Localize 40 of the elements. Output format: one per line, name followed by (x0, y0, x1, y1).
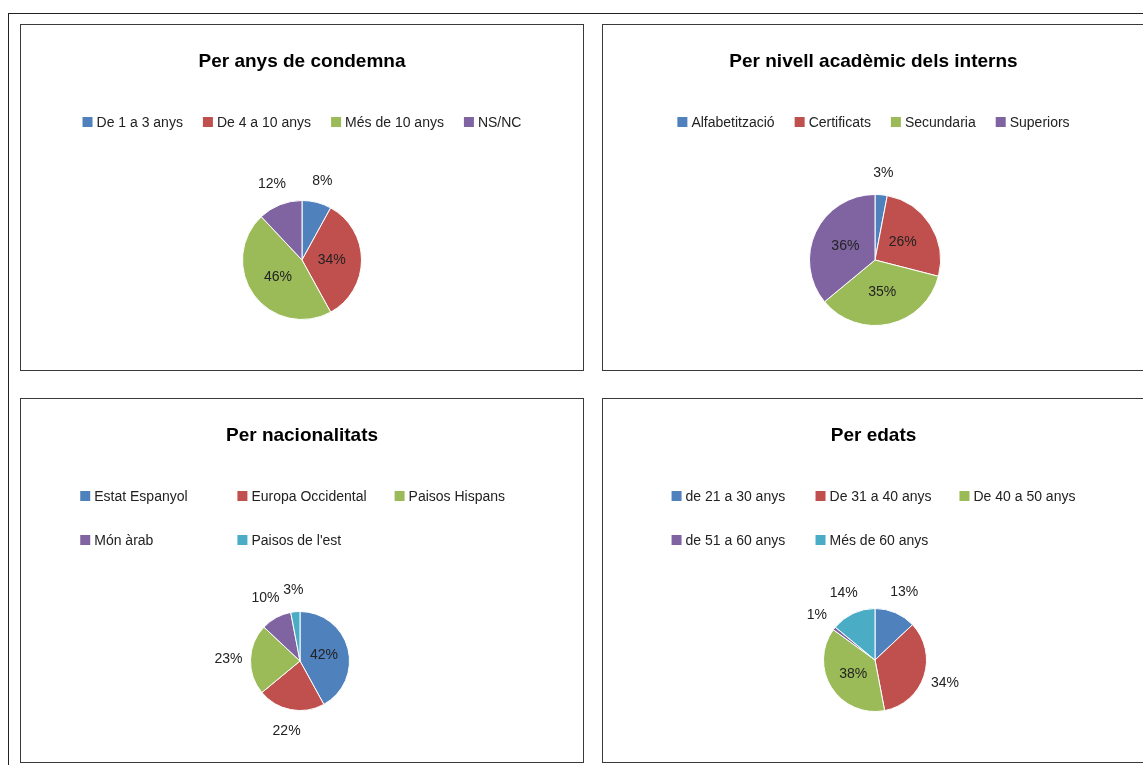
data-label: 10% (251, 589, 280, 606)
legend-label: de 21 a 30 anys (685, 487, 786, 504)
data-label: 12% (257, 175, 287, 192)
chart-title: Per anys de condemna (198, 50, 406, 72)
data-label: 34% (317, 250, 346, 267)
data-label: 3% (873, 163, 894, 180)
legend-label: Estat Espanyol (94, 487, 188, 504)
legend-label: De 1 a 3 anys (96, 113, 183, 130)
legend-label: Més de 10 anys (345, 113, 444, 130)
legend-label: Superiors (1009, 113, 1070, 130)
data-label: 3% (283, 580, 304, 597)
legend-label: Certificats (808, 113, 871, 130)
legend-label: Secundaria (904, 113, 976, 130)
legend-label: Més de 60 anys (829, 531, 929, 548)
legend-label: De 4 a 10 anys (216, 113, 312, 130)
data-label: 22% (272, 722, 301, 739)
legend-label: Alfabetització (691, 113, 775, 130)
legend-label: De 40 a 50 anys (973, 487, 1076, 504)
data-label: 8% (312, 171, 333, 188)
chart-title: Per nacionalitats (225, 424, 379, 446)
legend-label: De 31 a 40 anys (829, 487, 932, 504)
data-label: 46% (263, 268, 292, 285)
data-label: 38% (839, 664, 868, 681)
chart-title: Per edats (830, 424, 917, 446)
data-label: 14% (829, 584, 858, 601)
data-label: 42% (309, 645, 338, 662)
data-label: 23% (214, 649, 243, 666)
legend-label: Món àrab (94, 531, 154, 548)
legend-label: Europa Occidental (251, 487, 367, 504)
chart-title: Per nivell acadèmic dels interns (729, 50, 1018, 72)
data-label: 34% (930, 673, 959, 690)
legend-label: Paisos Hispans (408, 487, 506, 504)
legend-label: Paisos de l'est (251, 531, 342, 548)
data-label: 35% (868, 282, 897, 299)
data-label: 26% (888, 233, 917, 250)
legend-label: de 51 a 60 anys (685, 531, 786, 548)
data-label: 36% (831, 236, 860, 253)
data-label: 13% (890, 583, 919, 600)
data-label: 1% (806, 605, 828, 622)
legend-label: NS/NC (477, 113, 522, 130)
